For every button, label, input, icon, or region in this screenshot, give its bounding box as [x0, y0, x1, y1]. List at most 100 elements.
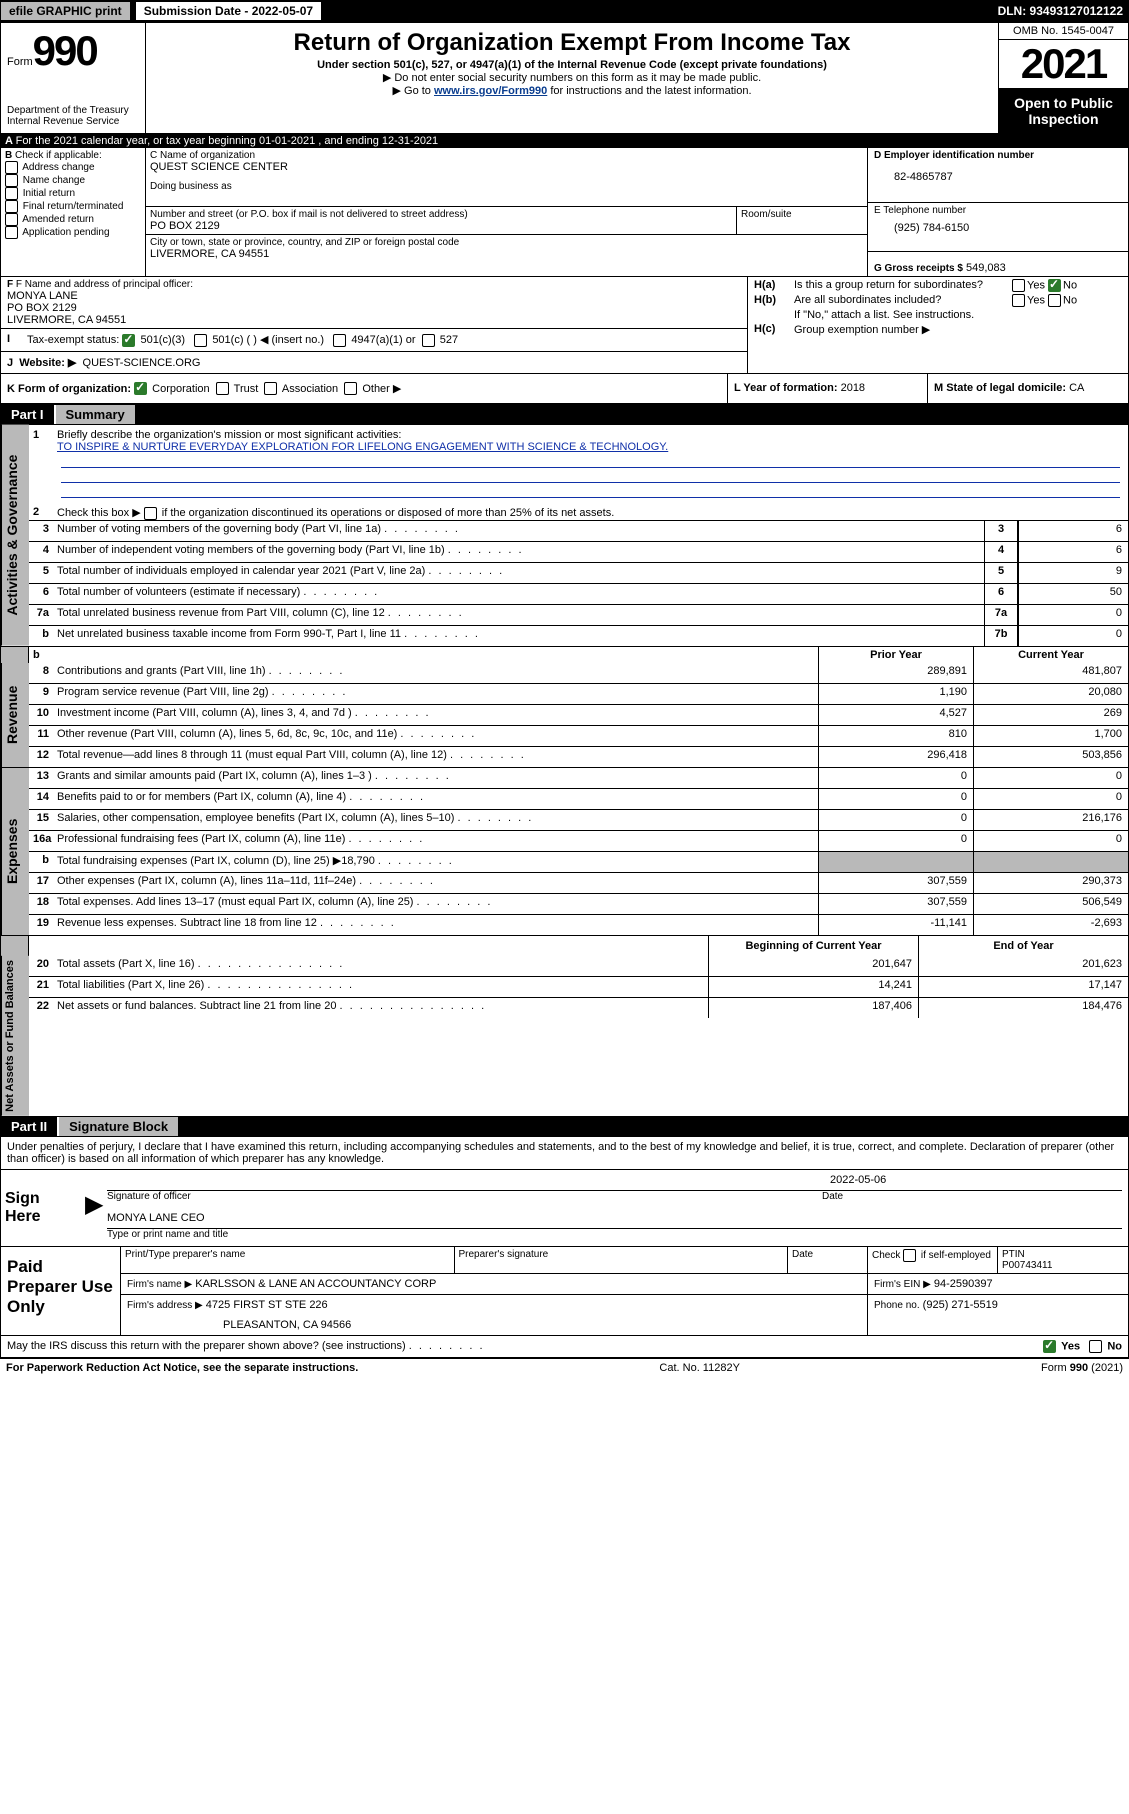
officer-city: LIVERMORE, CA 94551 [7, 314, 741, 326]
part2-label: Part II [1, 1117, 59, 1136]
na-lines-container: 20Total assets (Part X, line 16) 201,647… [29, 956, 1128, 1116]
officer-signature-line[interactable] [107, 1174, 822, 1191]
section-f: F F Name and address of principal office… [1, 277, 747, 328]
website-label: Website: ▶ [19, 357, 76, 369]
officer-label: F Name and address of principal officer: [16, 279, 193, 290]
line-text: Benefits paid to or for members (Part IX… [53, 789, 818, 809]
instructions-link-line: ▶ Go to www.irs.gov/Form990 for instruct… [154, 84, 990, 97]
table-row: 12Total revenue—add lines 8 through 11 (… [29, 746, 1128, 767]
line-number: 10 [29, 705, 53, 725]
section-c: C Name of organization QUEST SCIENCE CEN… [146, 148, 868, 276]
501c3-checkbox[interactable] [122, 334, 135, 347]
discontinued-checkbox[interactable] [144, 507, 157, 520]
self-employed-cell: Check if self-employed [868, 1247, 998, 1273]
line-text: Net unrelated business taxable income fr… [53, 626, 984, 646]
line-text: Total number of volunteers (estimate if … [53, 584, 984, 604]
hb-yes-checkbox[interactable] [1012, 294, 1025, 307]
may-irs-label: May the IRS discuss this return with the… [7, 1340, 406, 1352]
line-number: 8 [29, 663, 53, 683]
m-label: M State of legal domicile: [934, 382, 1066, 394]
hb-no-checkbox[interactable] [1048, 294, 1061, 307]
fh-block: F F Name and address of principal office… [1, 277, 1128, 374]
efile-print-button[interactable]: efile GRAPHIC print [0, 1, 131, 21]
line-value: 9 [1018, 563, 1128, 583]
gross-receipts-value: 549,083 [966, 262, 1006, 274]
table-row: 19Revenue less expenses. Subtract line 1… [29, 914, 1128, 935]
ha-yes-checkbox[interactable] [1012, 279, 1025, 292]
4947-checkbox[interactable] [333, 334, 346, 347]
irs-link[interactable]: www.irs.gov/Form990 [434, 85, 547, 97]
cat-no: Cat. No. 11282Y [659, 1362, 740, 1374]
sign-here-block: Sign Here ▶ Signature of officer 2022-05… [1, 1170, 1128, 1247]
line-box: 4 [984, 542, 1018, 562]
self-employed-checkbox[interactable] [903, 1249, 916, 1262]
line-text: Other expenses (Part IX, column (A), lin… [53, 873, 818, 893]
part2-header: Part II Signature Block [1, 1116, 1128, 1137]
may-irs-no-checkbox[interactable] [1089, 1340, 1102, 1353]
line-number: 11 [29, 726, 53, 746]
trust-checkbox[interactable] [216, 382, 229, 395]
line-text: Number of voting members of the governin… [53, 521, 984, 541]
m-value: CA [1069, 382, 1084, 394]
initial-return-checkbox[interactable] [5, 187, 18, 200]
address-change-label: Address change [22, 162, 94, 173]
line-b-shim: b [29, 647, 53, 663]
amended-return-checkbox[interactable] [5, 213, 18, 226]
501c-checkbox[interactable] [194, 334, 207, 347]
table-row: bNet unrelated business taxable income f… [29, 625, 1128, 646]
ptin-cell: PTINP00743411 [998, 1247, 1128, 1273]
527-checkbox[interactable] [422, 334, 435, 347]
line-number: 22 [29, 998, 53, 1018]
assoc-checkbox[interactable] [264, 382, 277, 395]
application-pending-checkbox[interactable] [5, 226, 18, 239]
table-row: 7aTotal unrelated business revenue from … [29, 604, 1128, 625]
line-text: Contributions and grants (Part VIII, lin… [53, 663, 818, 683]
line-number: 12 [29, 747, 53, 767]
mission-text: TO INSPIRE & NURTURE EVERYDAY EXPLORATIO… [57, 441, 1124, 453]
mission-blank-1 [61, 453, 1120, 468]
current-value: 216,176 [973, 810, 1128, 830]
ha-prefix: H(a) [754, 279, 794, 292]
end-value: 17,147 [918, 977, 1128, 997]
line-value: 50 [1018, 584, 1128, 604]
table-row: 3Number of voting members of the governi… [29, 520, 1128, 541]
org-name-label: C Name of organization [150, 150, 863, 161]
line-box: 6 [984, 584, 1018, 604]
dept-treasury: Department of the Treasury [7, 105, 139, 116]
dln: DLN: 93493127012122 [998, 4, 1129, 18]
current-value [973, 852, 1128, 872]
address-change-checkbox[interactable] [5, 161, 18, 174]
other-checkbox[interactable] [344, 382, 357, 395]
na-header-pad2 [29, 936, 708, 956]
firm-addr1: 4725 FIRST ST STE 226 [206, 1299, 328, 1311]
may-irs-yes-checkbox[interactable] [1043, 1340, 1056, 1353]
name-change-checkbox[interactable] [5, 174, 18, 187]
table-row: 10Investment income (Part VIII, column (… [29, 704, 1128, 725]
table-row: 15Salaries, other compensation, employee… [29, 809, 1128, 830]
table-row: 4Number of independent voting members of… [29, 541, 1128, 562]
hc-prefix: H(c) [754, 323, 794, 336]
ha-no-checkbox[interactable] [1048, 279, 1061, 292]
table-row: 21Total liabilities (Part X, line 26) 14… [29, 976, 1128, 997]
ha-no-label: No [1063, 279, 1077, 291]
initial-return-label: Initial return [23, 188, 75, 199]
part2-title: Signature Block [59, 1117, 178, 1136]
hb-note: If "No," attach a list. See instructions… [754, 309, 1122, 321]
end-value: 201,623 [918, 956, 1128, 976]
city-label: City or town, state or province, country… [150, 237, 863, 248]
table-row: bTotal fundraising expenses (Part IX, co… [29, 851, 1128, 872]
prior-year-header: Prior Year [818, 647, 973, 663]
table-row: 17Other expenses (Part IX, column (A), l… [29, 872, 1128, 893]
open-to-public: Open to Public Inspection [999, 89, 1128, 133]
phone-value: (925) 784-6150 [874, 216, 1122, 234]
tax-year: 2021 [999, 40, 1128, 89]
form-ref: Form 990 (2021) [1041, 1362, 1123, 1374]
final-return-checkbox[interactable] [5, 200, 18, 213]
exp-lines-container: 13Grants and similar amounts paid (Part … [29, 768, 1128, 935]
officer-street: PO BOX 2129 [7, 302, 741, 314]
sign-date-value: 2022-05-06 [830, 1174, 886, 1186]
corp-checkbox[interactable] [134, 382, 147, 395]
line-number: 4 [29, 542, 53, 562]
line-value: 0 [1018, 605, 1128, 625]
line-number: b [29, 852, 53, 872]
